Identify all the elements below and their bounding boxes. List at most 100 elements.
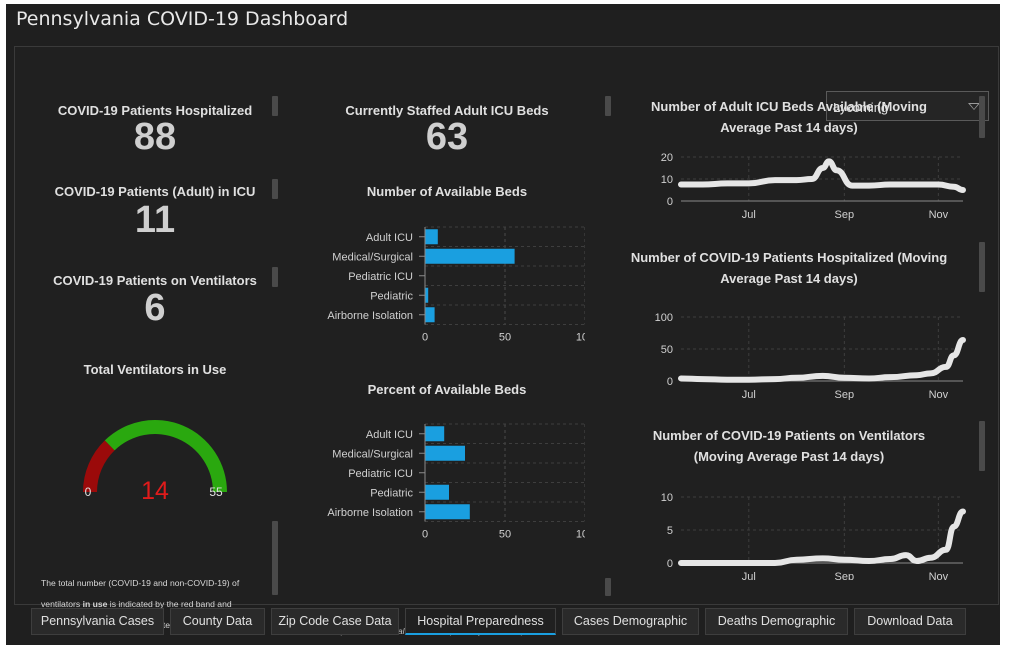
percent-beds-category-label: Pediatric ICU — [348, 468, 413, 480]
hospitalized-trend-point — [943, 364, 949, 370]
ventilators-trend-point — [746, 560, 752, 566]
hospitalized-trend-point — [841, 375, 847, 381]
gauge-available-band — [104, 420, 227, 492]
kpi-hospitalized-label: COVID-19 Patients Hospitalized — [57, 103, 253, 118]
hospitalized-trend-point — [866, 375, 872, 381]
county-select[interactable]: Lycoming — [826, 91, 989, 121]
icu-trend-point — [678, 182, 684, 187]
chart-icu-trend-scrollbar[interactable] — [979, 96, 985, 138]
chart-percent-beds: 0 50 100 Adult ICU Medical/Surgical Pediatric… — [327, 423, 585, 541]
available-beds-bar — [425, 287, 429, 303]
county-select-value: Lycoming — [833, 100, 889, 115]
ventilators-trend-point — [903, 552, 909, 558]
hospitalized-trend-point — [960, 337, 966, 343]
icu-trend-point — [951, 184, 957, 190]
chart-ventilators-trend-scrollbar[interactable] — [979, 421, 985, 471]
main-panel: Lycoming COVID-19 Patients Hospitalized … — [14, 46, 999, 636]
gauge-note-bold: in use — [82, 599, 108, 609]
tab-deaths-demographic[interactable]: Deaths Demographic — [705, 608, 848, 635]
middle-scrollbar[interactable] — [605, 578, 611, 596]
available-beds-tick-label: 50 — [499, 332, 511, 344]
icu-trend-point — [746, 180, 752, 186]
ventilators-trend-point — [866, 558, 872, 564]
icu-trend-point — [809, 176, 815, 182]
hospitalized-trend-y-tick-label: 0 — [667, 376, 673, 388]
gauge-note-text-1: The total number (COVID-19 and non-COVID… — [41, 578, 240, 609]
icu-trend-point — [700, 182, 706, 187]
hospitalized-trend-point — [888, 374, 894, 380]
ventilators-trend-point — [943, 547, 949, 553]
chart-available-beds-title: Number of Available Beds — [366, 184, 528, 199]
ventilator-gauge: 0 55 14 — [83, 420, 227, 502]
kpi-ventilators-scrollbar[interactable] — [272, 267, 278, 287]
hospitalized-trend-point — [678, 375, 684, 381]
hospitalized-trend-x-tick-label: Sep — [835, 389, 855, 400]
icu-trend-point — [935, 182, 941, 187]
tab-county-data[interactable]: County Data — [170, 608, 265, 635]
chart-icu-trend: 0 10 20 Jul Sep Nov — [661, 152, 966, 221]
tab-zip-code-case-data[interactable]: Zip Code Case Data — [271, 608, 399, 635]
icu-trend-y-tick-label: 10 — [661, 174, 673, 186]
chart-hospitalized-trend-scrollbar[interactable] — [979, 242, 985, 292]
ventilators-trend-point — [951, 524, 957, 530]
ventilators-trend-x-tick-label: Sep — [835, 571, 855, 580]
tab-pennsylvania-cases[interactable]: Pennsylvania Cases — [31, 608, 164, 635]
tab-cases-demographic[interactable]: Cases Demographic — [562, 608, 699, 635]
ventilators-trend-point — [888, 556, 894, 562]
icu-trend-point — [866, 183, 872, 189]
gauge-min-label: 0 — [85, 485, 92, 499]
ventilators-trend-point — [928, 555, 934, 561]
ventilators-trend-x-tick-label: Jul — [742, 571, 756, 580]
icu-trend-y-tick-label: 0 — [667, 196, 673, 208]
icu-trend-y-tick-label: 20 — [661, 152, 673, 164]
available-beds-category-label: Airborne Isolation — [327, 310, 413, 322]
ventilators-trend-point — [700, 560, 706, 566]
ventilators-trend-y-tick-label: 10 — [661, 492, 673, 504]
kpi-ventilators-label: COVID-19 Patients on Ventilators — [53, 273, 257, 288]
icu-trend-x-tick-label: Sep — [835, 209, 855, 221]
icu-trend-point — [724, 180, 730, 186]
percent-beds-category-label: Pediatric — [370, 487, 413, 499]
ventilators-trend-y-tick-label: 5 — [667, 525, 673, 537]
kpi-icu-scrollbar[interactable] — [272, 179, 278, 199]
available-beds-category-label: Adult ICU — [366, 232, 413, 244]
hospitalized-trend-y-tick-label: 100 — [655, 312, 673, 324]
ventilators-trend-point — [794, 557, 800, 563]
chart-icu-trend-title: Number of Adult ICU Beds Available (Movi… — [651, 99, 927, 135]
ventilators-trend-y-tick-label: 0 — [667, 558, 673, 570]
percent-beds-bar — [425, 484, 449, 500]
available-beds-bar — [425, 248, 515, 264]
ventilators-trend-point — [960, 509, 966, 515]
hospitalized-trend-point — [746, 377, 752, 383]
icu-trend-x-tick-label: Jul — [742, 209, 756, 221]
kpi-hospitalized-scrollbar[interactable] — [272, 96, 278, 116]
icu-trend-point — [820, 165, 826, 171]
available-beds-tick-label: 100 — [576, 332, 585, 344]
kpi-hospitalized-value: 88 — [133, 116, 177, 158]
ventilators-trend-series-line — [678, 508, 966, 566]
chart-hospitalized-trend: 0 50 100 Jul Sep Nov — [655, 312, 966, 400]
gauge-note-scrollbar[interactable] — [272, 521, 278, 595]
hospitalized-trend-point — [700, 376, 706, 382]
percent-beds-category-label: Airborne Isolation — [327, 507, 413, 519]
ventilators-trend-point — [914, 558, 920, 564]
chart-ventilators-trend: 0 5 10 Jul Sep Nov — [661, 492, 966, 580]
gauge-in-use-band — [83, 440, 115, 492]
icu-trend-point — [849, 183, 855, 189]
ventilators-trend-point — [841, 557, 847, 563]
kpi-icu-beds-label: Currently Staffed Adult ICU Beds — [345, 103, 549, 118]
tab-hospital-preparedness[interactable]: Hospital Preparedness — [405, 608, 556, 635]
available-beds-category-label: Pediatric ICU — [348, 271, 413, 283]
gauge-max-label: 55 — [209, 485, 223, 499]
ventilators-trend-point — [820, 555, 826, 561]
kpi-icu-beds-scrollbar[interactable] — [605, 96, 611, 116]
available-beds-bar — [425, 307, 435, 323]
hospitalized-trend-point — [951, 352, 957, 358]
tab-download-data[interactable]: Download Data — [854, 608, 966, 635]
page-title: Pennsylvania COVID-19 Dashboard — [16, 8, 349, 30]
percent-beds-bar — [425, 504, 470, 520]
kpi-icu-label: COVID-19 Patients (Adult) in ICU — [54, 184, 256, 199]
ventilators-trend-point — [772, 560, 778, 566]
gauge-title: Total Ventilators in Use — [83, 362, 227, 377]
percent-beds-bar — [425, 426, 445, 442]
